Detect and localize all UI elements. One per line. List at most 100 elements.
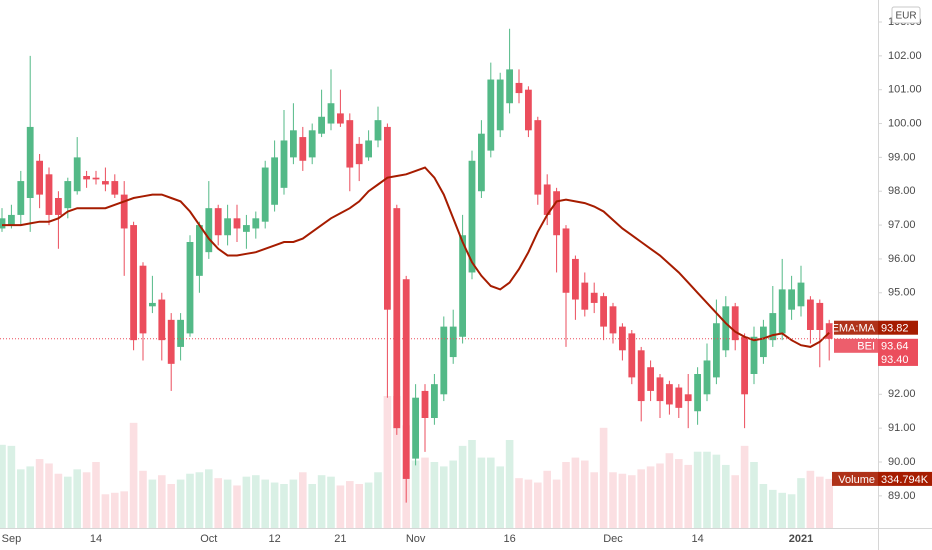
volume-bar [590, 472, 598, 528]
candle-body [713, 323, 720, 378]
volume-bar [0, 444, 6, 528]
volume-bar [609, 472, 617, 528]
volume-bar [7, 445, 16, 528]
candle-body [628, 333, 636, 378]
candle-body [619, 326, 626, 351]
volume-bar [534, 482, 542, 528]
candle-body [55, 198, 62, 215]
candle-body [243, 225, 250, 232]
y-tick-label: 100.00 [888, 117, 922, 129]
y-tick-label: 97.00 [888, 219, 916, 231]
candle-body [177, 319, 184, 347]
volume-bar [571, 457, 580, 528]
volume-bar [750, 462, 758, 528]
candle-body [139, 265, 147, 334]
candle-body [186, 242, 194, 334]
volume-bar [355, 484, 363, 528]
candle-body [487, 79, 495, 151]
candle-body [675, 387, 683, 408]
volume-bar [346, 481, 354, 528]
volume-bar [289, 479, 298, 528]
volume-bar [92, 462, 100, 528]
y-tick-label: 101.00 [888, 84, 922, 96]
volume-bar [374, 472, 382, 528]
candle-body [83, 176, 90, 180]
candle-body [26, 126, 34, 198]
volume-bar [665, 453, 674, 528]
candle-body [421, 390, 429, 418]
candle-body [45, 174, 53, 215]
volume-bar [223, 479, 232, 528]
volume-bar [496, 466, 504, 528]
candle-body [130, 225, 137, 341]
volume-bar [393, 396, 401, 528]
candle-body [778, 289, 786, 334]
candle-body [807, 299, 814, 330]
candle-body [797, 282, 805, 307]
candle-body [637, 350, 645, 402]
candle-body [261, 167, 269, 222]
volume-bar [722, 464, 730, 528]
candle-body [534, 120, 542, 195]
volume-bar [684, 464, 692, 528]
x-tick-label: Sep [2, 533, 22, 545]
tag-name-box [832, 471, 878, 486]
volume-bar [139, 470, 147, 528]
candle-body [205, 208, 213, 253]
volume-bar [712, 454, 721, 528]
volume-bar [327, 476, 335, 528]
candle-body [111, 181, 119, 195]
candle-body [402, 279, 410, 479]
volume-bar [54, 473, 63, 528]
candle-body [816, 302, 824, 330]
volume-bar [383, 396, 392, 528]
candle-body [252, 218, 260, 229]
volume-bar [252, 475, 260, 528]
candle-body [120, 194, 128, 229]
candle-body [290, 130, 297, 158]
candle-body [214, 208, 222, 236]
volume-bar [148, 479, 157, 528]
x-tick-label: 2021 [789, 533, 813, 545]
volume-bar [233, 485, 241, 528]
volume-bar [35, 459, 44, 528]
x-tick-label: Oct [200, 533, 217, 545]
y-tick-label: 98.00 [888, 185, 916, 197]
candle-body [722, 306, 730, 351]
volume-bar [205, 469, 213, 528]
volume-bar [825, 478, 833, 528]
tag-name: Volume [838, 474, 875, 486]
candle-body [318, 116, 325, 134]
x-tick-label: 21 [334, 533, 346, 545]
candle-body [196, 225, 203, 276]
volume-bar [195, 472, 204, 528]
candle-body [562, 228, 570, 293]
candle-body [102, 181, 109, 185]
candle-body [280, 140, 288, 188]
x-tick-label: Nov [406, 533, 426, 545]
candle-body [327, 103, 335, 124]
volume-bar [299, 472, 307, 528]
x-tick-label: 14 [691, 533, 703, 545]
candle-body [337, 113, 344, 124]
volume-bar [769, 489, 777, 528]
volume-bar [468, 440, 476, 528]
candle-body [703, 360, 711, 395]
y-tick-label: 99.00 [888, 151, 916, 163]
y-tick-label: 89.00 [888, 490, 916, 502]
candle-body [412, 397, 419, 459]
candle-body [769, 313, 777, 341]
volume-bar [703, 451, 711, 528]
tag-value-box [878, 351, 918, 366]
volume-bar [759, 484, 768, 528]
tag-value: 93.40 [881, 354, 909, 366]
volume-bar [308, 484, 316, 528]
candle-body [271, 157, 278, 205]
volume-bar [186, 473, 194, 528]
volume-bar [449, 460, 457, 528]
volume-bar [740, 445, 749, 528]
candle-body [760, 326, 767, 358]
candle-body [506, 69, 513, 104]
candle-body [346, 120, 354, 168]
x-tick-label: 12 [268, 533, 280, 545]
